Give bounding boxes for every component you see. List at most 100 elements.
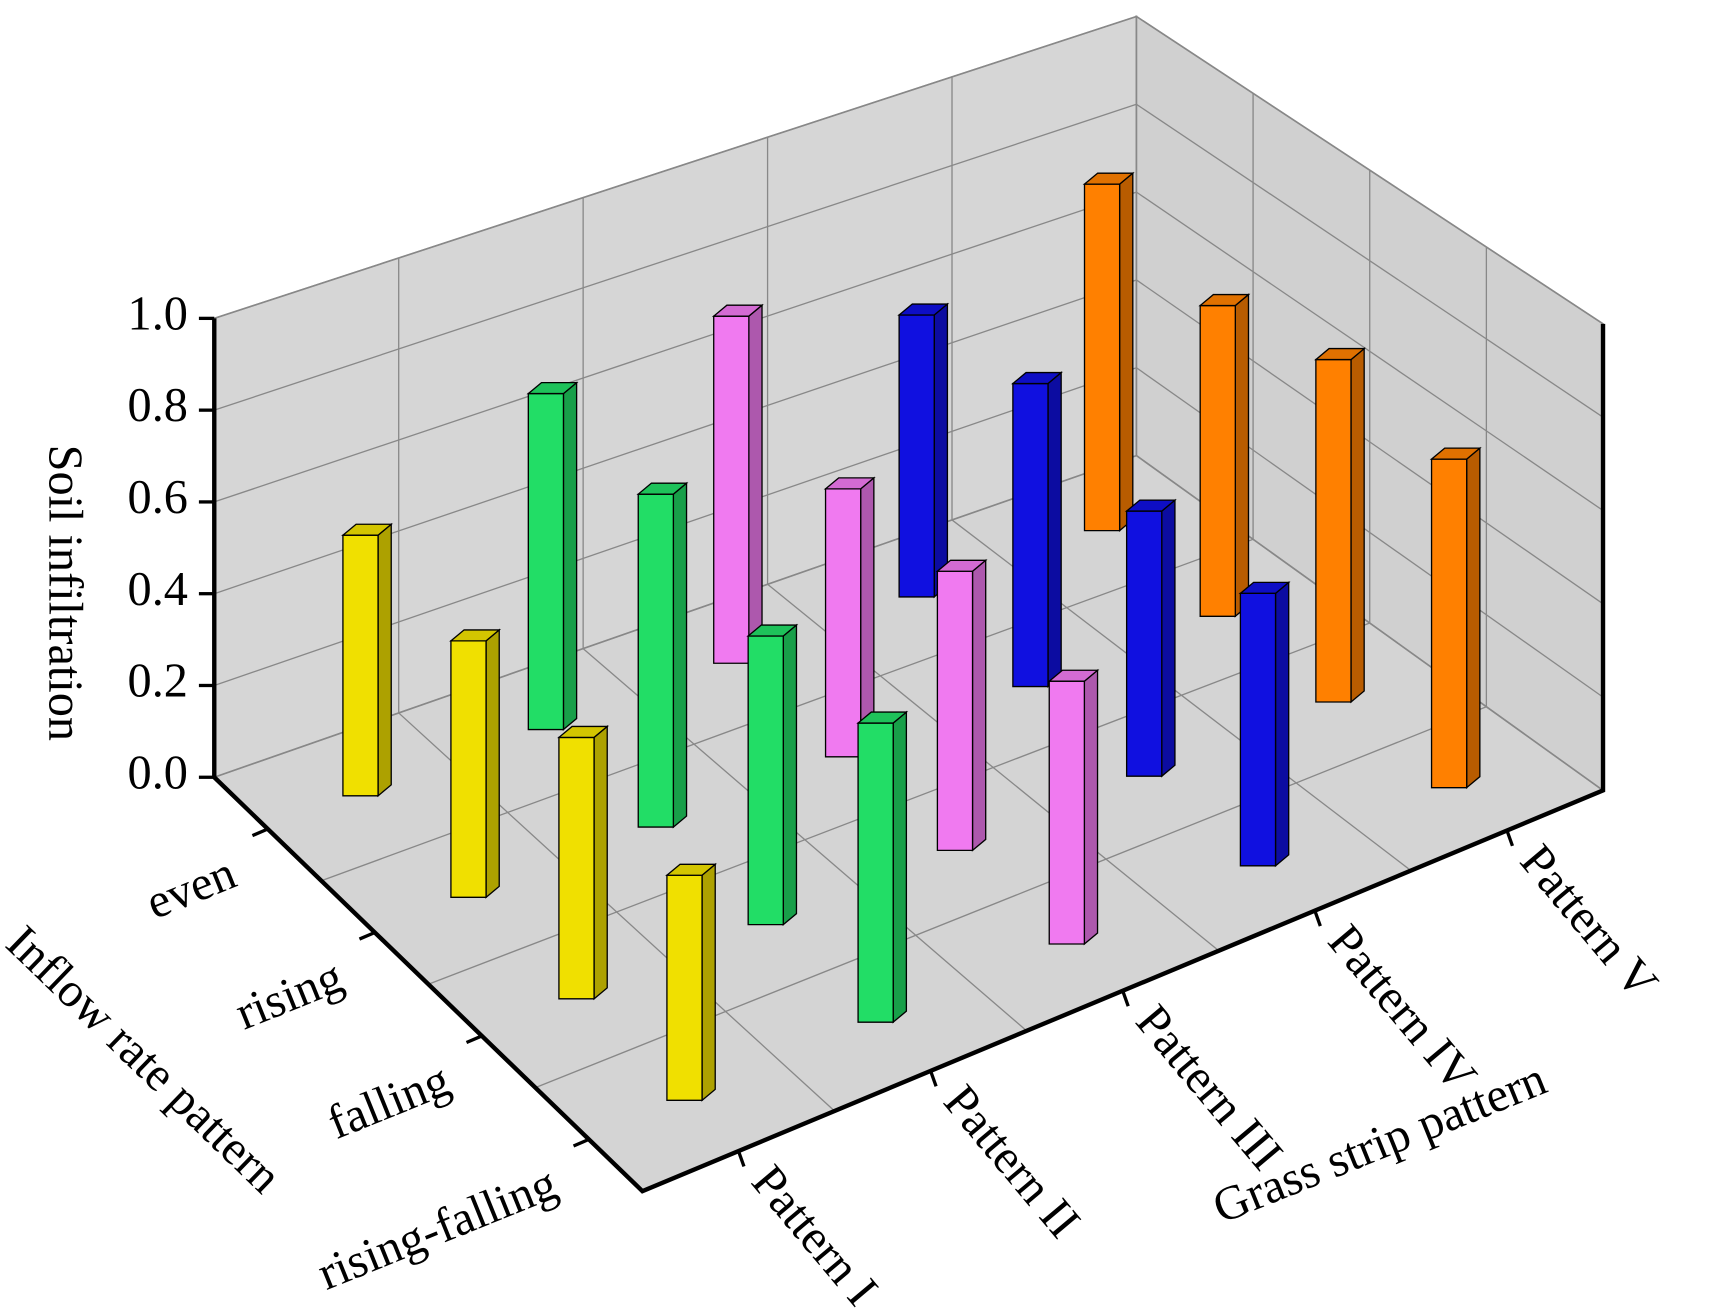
z-tick (358, 930, 376, 941)
bar-side (1047, 371, 1062, 688)
bar (341, 522, 394, 798)
bar (557, 725, 610, 1001)
bar-front (747, 635, 784, 926)
bar-side (593, 725, 608, 1001)
z-tick (251, 827, 269, 838)
z-tick-label: even (139, 846, 243, 929)
bar (665, 862, 718, 1102)
bar-front (1125, 510, 1163, 777)
x-tick (929, 1070, 938, 1087)
floor-edge (212, 323, 1606, 1194)
bar-front (1048, 680, 1086, 945)
bar-side (782, 623, 798, 927)
bar-side (672, 481, 688, 829)
bar-side (1274, 580, 1290, 868)
bar-side (971, 558, 987, 852)
bar-front (342, 534, 379, 797)
bar-top (1047, 669, 1100, 682)
y-tick-label: 0.4 (128, 563, 188, 616)
x-tick-label: Pattern II (933, 1075, 1090, 1248)
bar-top (746, 624, 799, 637)
bar (1238, 580, 1291, 868)
bar (1047, 668, 1100, 946)
bar-top (1238, 581, 1291, 594)
z-tick (572, 1137, 590, 1148)
bar-front (558, 736, 595, 1000)
z-tick-label: rising-falling (311, 1157, 565, 1301)
z-tick (465, 1034, 483, 1045)
bar-top (1314, 347, 1366, 361)
bar (1082, 171, 1135, 533)
bar-side (1466, 446, 1481, 790)
x-tick-label: Pattern I (741, 1155, 888, 1313)
x-tick-label: Pattern III (1126, 995, 1293, 1180)
bar (1429, 446, 1482, 790)
bar-top (341, 523, 394, 536)
bar-front (666, 874, 703, 1101)
bar-top (897, 303, 950, 316)
bar-side (748, 303, 763, 665)
x-tick (736, 1150, 746, 1167)
bar-top (1011, 371, 1063, 385)
bar-front (1239, 592, 1277, 867)
bar-front (1315, 358, 1352, 703)
bar-top (935, 559, 988, 572)
bar-side (485, 628, 500, 899)
bar-front (1430, 458, 1468, 789)
bar (856, 710, 909, 1024)
bar-top (665, 863, 718, 876)
x-tick-label: Pattern IV (1318, 915, 1487, 1102)
y-tick-label: 0.6 (128, 471, 188, 524)
bar-top (1082, 172, 1135, 185)
bar (935, 558, 988, 852)
bar-top (449, 629, 502, 642)
bar-top (823, 477, 876, 490)
bar-side (1161, 498, 1176, 778)
bar-side (1350, 347, 1365, 704)
bar-side (933, 302, 949, 599)
bar-side (1118, 171, 1134, 533)
y-tick-label: 0.0 (128, 746, 188, 799)
bar-top (1198, 293, 1251, 307)
bar-front (527, 392, 565, 731)
grid-line (214, 103, 1137, 411)
z-tick-label: rising (228, 950, 350, 1040)
grid-line (1136, 103, 1604, 418)
bar-side (377, 522, 392, 798)
grid-line (214, 191, 1137, 503)
y-tick-label: 0.8 (128, 379, 188, 432)
grid-line (214, 15, 1137, 319)
bar-top (526, 381, 579, 395)
bar-side (1083, 668, 1099, 946)
bar (526, 381, 579, 731)
bar (1198, 293, 1251, 618)
bar-top (856, 711, 909, 724)
bar-front (1199, 304, 1236, 617)
bar-front (713, 315, 750, 664)
bar-side (1234, 293, 1250, 618)
bar-side (562, 381, 578, 731)
y-axis-label: Soil infiltration (38, 445, 91, 741)
x-tick (1313, 910, 1322, 927)
bar (711, 303, 764, 665)
z-tick-label: falling (320, 1053, 457, 1149)
x-tick (1121, 990, 1130, 1007)
y-tick-label: 1.0 (128, 287, 188, 340)
bar-top (557, 725, 610, 739)
bar-front (936, 570, 974, 852)
bar-front (857, 722, 894, 1023)
bar (1124, 498, 1177, 778)
bar (1011, 371, 1063, 688)
grid-line (1136, 191, 1604, 512)
bar-front (1083, 183, 1121, 532)
bar (449, 628, 502, 899)
bar-front (1012, 382, 1049, 688)
bar-side (892, 710, 908, 1024)
bar-top (636, 482, 689, 495)
bar-side (701, 862, 716, 1102)
z-axis-label: Inflow rate pattern (0, 916, 291, 1204)
bar (823, 476, 876, 759)
bar-front (450, 640, 487, 898)
bar (636, 481, 689, 829)
